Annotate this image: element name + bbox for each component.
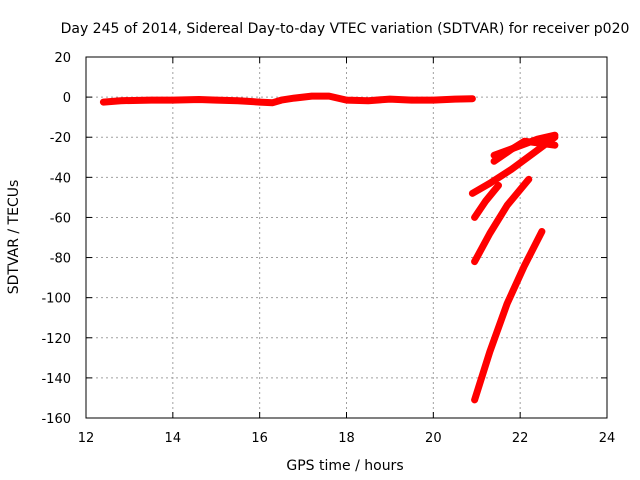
x-axis-label: GPS time / hours	[286, 458, 403, 474]
x-tick-label: 24	[599, 431, 616, 446]
series-line-6	[471, 175, 533, 266]
x-tick-label: 22	[512, 431, 529, 446]
x-tick-label: 18	[338, 431, 355, 446]
y-tick-label: -20	[50, 131, 71, 146]
x-tick-label: 20	[425, 431, 442, 446]
series-line-5	[490, 137, 559, 165]
series-line-2	[468, 133, 559, 197]
grid	[86, 57, 607, 418]
y-tick-label: -40	[50, 171, 71, 186]
y-tick-label: -100	[41, 292, 71, 307]
y-axis-label: SDTVAR / TECUs	[6, 180, 22, 295]
series-line-4	[471, 181, 502, 221]
x-tick-label: 14	[165, 431, 182, 446]
y-tick-label: -140	[41, 372, 71, 387]
series-line-1	[99, 92, 476, 107]
y-tick-label: 20	[54, 51, 71, 66]
series-line-7	[471, 228, 546, 404]
y-tick-label: 0	[63, 91, 71, 106]
data-series	[99, 92, 559, 404]
y-tick-label: -120	[41, 332, 71, 347]
x-tick-label: 12	[78, 431, 95, 446]
x-tick-label: 16	[251, 431, 268, 446]
axis-ticks: 12 14 16 18 20 22 24 20 0 -20 -40 -60 -80 -100 -120 -14…	[41, 51, 615, 446]
y-tick-label: -60	[50, 211, 71, 226]
y-tick-label: -80	[50, 252, 71, 267]
y-tick-label: -160	[41, 412, 71, 427]
chart-title: Day 245 of 2014, Sidereal Day-to-day VTE…	[61, 21, 630, 37]
